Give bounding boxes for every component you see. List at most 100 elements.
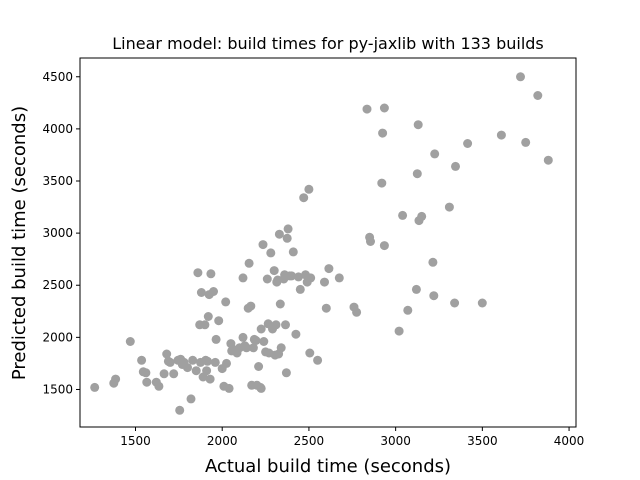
data-point <box>398 210 408 220</box>
data-point <box>334 273 344 283</box>
data-point <box>281 368 291 378</box>
data-point <box>463 139 473 148</box>
x-tick-label: 2000 <box>207 434 238 448</box>
data-point <box>533 91 543 100</box>
y-tick-label: 2000 <box>42 330 73 344</box>
data-point <box>477 298 487 308</box>
data-point <box>428 257 438 267</box>
chart-title: Linear model: build times for py-jaxlib … <box>112 34 544 53</box>
data-point <box>282 233 292 243</box>
data-point <box>244 258 254 268</box>
data-point <box>191 366 201 376</box>
data-point <box>214 316 224 326</box>
data-point <box>193 268 203 278</box>
data-point <box>162 349 172 359</box>
data-point <box>450 298 460 308</box>
data-point <box>516 72 525 82</box>
y-tick-label: 3000 <box>42 226 73 240</box>
data-point <box>451 161 460 171</box>
x-tick-label: 2500 <box>294 434 325 448</box>
data-point <box>175 405 185 415</box>
data-point <box>411 284 421 294</box>
data-point <box>259 337 269 346</box>
x-axis: 1500 2000 2500 3000 3500 4000 <box>120 427 584 448</box>
y-axis-label: Predicted build time (seconds) <box>9 106 30 380</box>
data-point <box>165 357 175 367</box>
data-point <box>362 104 372 114</box>
data-point <box>154 381 164 391</box>
data-point <box>209 287 218 296</box>
data-point <box>306 273 316 283</box>
y-tick-label: 4000 <box>42 122 73 136</box>
data-point <box>224 383 234 393</box>
data-point <box>256 383 266 393</box>
data-point <box>430 149 440 159</box>
data-point <box>271 320 281 330</box>
data-point <box>222 358 231 368</box>
data-point <box>543 155 553 165</box>
y-axis: 1500 2000 2500 3000 3500 4000 4500 <box>42 70 80 396</box>
data-point <box>275 299 285 309</box>
data-point <box>221 297 231 307</box>
y-tick-label: 4500 <box>42 70 73 84</box>
data-point <box>238 332 248 342</box>
data-point <box>413 120 423 130</box>
data-point <box>378 128 388 138</box>
data-point <box>403 305 413 315</box>
x-tick-label: 3000 <box>380 434 411 448</box>
data-point <box>238 273 248 283</box>
data-point <box>521 137 531 147</box>
x-tick-label: 3500 <box>467 434 498 448</box>
x-tick-label: 4000 <box>554 434 585 448</box>
data-point <box>283 224 293 234</box>
data-point <box>304 184 314 194</box>
data-point <box>262 274 272 284</box>
data-point <box>90 382 100 392</box>
data-point <box>366 237 375 246</box>
data-point <box>188 355 198 365</box>
data-point <box>196 288 206 297</box>
data-point <box>444 202 454 212</box>
data-point <box>111 374 121 384</box>
y-tick-label: 1500 <box>42 382 73 396</box>
data-point <box>394 326 404 336</box>
data-point <box>246 301 256 311</box>
data-point <box>183 363 192 373</box>
data-point <box>287 271 297 281</box>
data-point <box>200 320 210 330</box>
data-point <box>276 343 286 353</box>
data-point <box>274 229 284 239</box>
data-point <box>291 329 301 339</box>
data-point <box>137 355 147 365</box>
data-point <box>320 277 329 287</box>
data-point <box>352 307 362 317</box>
data-point <box>429 291 439 301</box>
data-point <box>417 211 427 221</box>
data-point <box>169 369 179 379</box>
data-point <box>125 337 135 346</box>
data-point <box>159 369 169 379</box>
data-point <box>379 103 389 113</box>
data-point <box>294 272 303 282</box>
data-point <box>258 240 268 250</box>
data-point <box>254 362 264 371</box>
data-point <box>324 264 334 274</box>
data-point <box>321 303 331 313</box>
data-point <box>496 130 506 140</box>
data-point <box>299 193 309 203</box>
data-point <box>313 355 323 365</box>
data-point <box>269 266 279 276</box>
data-point <box>305 348 315 358</box>
plot-area-frame <box>79 57 577 428</box>
points-layer <box>90 72 553 415</box>
data-point <box>251 336 261 345</box>
data-point <box>295 284 305 294</box>
data-point <box>266 248 276 258</box>
data-point <box>203 312 213 321</box>
data-point <box>377 178 387 188</box>
data-point <box>203 356 212 366</box>
data-point <box>256 324 266 334</box>
data-point <box>288 247 298 257</box>
y-tick-label: 3500 <box>42 174 73 188</box>
data-point <box>186 394 196 404</box>
